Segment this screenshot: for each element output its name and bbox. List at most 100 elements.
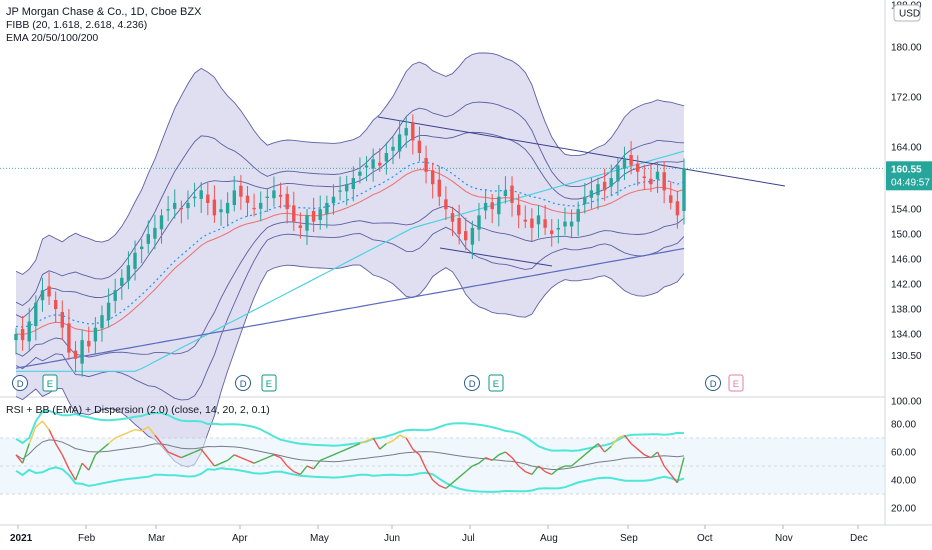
rsi-segment — [571, 459, 579, 467]
time-label: May — [310, 533, 329, 544]
rsi-segment — [88, 454, 97, 471]
fib-band-upper-2 — [15, 131, 685, 319]
candle-body — [225, 202, 230, 214]
candle-body — [371, 159, 375, 169]
rsi-segment — [478, 457, 487, 464]
price-tick-label: 164.00 — [891, 142, 922, 153]
rsi-tick-label: 80.00 — [891, 420, 916, 431]
candle-body — [464, 231, 468, 241]
rsi-segment — [491, 454, 500, 461]
rsi-segment — [485, 456, 493, 462]
rsi-segment — [617, 434, 625, 439]
time-label: Mar — [148, 533, 166, 544]
candle-body — [629, 155, 633, 166]
rsi-segment — [313, 459, 321, 470]
price-tick-label: 146.00 — [891, 255, 922, 266]
rsi-segment — [452, 476, 460, 484]
rsi-segment — [379, 443, 387, 450]
rsi-background-band — [0, 438, 885, 494]
rsi-segment — [35, 420, 43, 428]
rsi-indicator-label[interactable]: RSI + BB (EMA) + Dispersion (2.0) (close… — [6, 404, 270, 416]
candle-body — [232, 190, 236, 205]
rsi-segment — [227, 454, 235, 461]
rsi-segment — [339, 448, 347, 453]
earnings-badge — [728, 374, 744, 392]
price-tick-label: 150.00 — [891, 230, 922, 241]
rsi-segment — [319, 456, 328, 462]
rsi-segment — [366, 437, 374, 442]
rsi-segment — [55, 443, 63, 456]
candle-body — [358, 171, 362, 176]
rsi-segment — [372, 437, 381, 450]
candle-body — [589, 190, 594, 198]
candle-body — [583, 196, 587, 205]
rsi-segment — [386, 440, 394, 445]
fib-band-upper-0 — [15, 52, 685, 275]
indicator-fibb-label[interactable]: FIBB (20, 1.618, 2.618, 4.236) — [6, 19, 148, 31]
currency-box — [893, 4, 921, 22]
rsi-segment — [128, 428, 136, 434]
rsi-segment — [101, 443, 110, 450]
fib-band-lower-0 — [15, 264, 685, 468]
rsi-segment — [326, 454, 334, 459]
candle-body — [331, 196, 336, 204]
candle-body — [120, 277, 124, 286]
rsi-segment — [504, 451, 513, 459]
price-tick-label: 138.00 — [891, 304, 922, 315]
candle-body — [675, 201, 680, 216]
candle-body — [530, 218, 534, 228]
rsi-lower-band — [15, 466, 685, 493]
candle-body — [576, 209, 580, 222]
price-tick-label: 180.00 — [891, 43, 922, 54]
rsi-segment — [174, 454, 182, 459]
rsi-segment — [68, 468, 77, 481]
candle-body — [60, 312, 64, 328]
candle-body — [563, 221, 567, 227]
rsi-segment — [597, 443, 606, 453]
candle-body — [311, 210, 316, 222]
rsi-segment — [108, 437, 116, 445]
candle-body — [100, 315, 104, 329]
candle-body — [609, 178, 613, 187]
candle-body — [166, 209, 170, 211]
candle-body — [457, 218, 461, 235]
rsi-segment — [538, 465, 546, 473]
candle-body — [345, 184, 349, 192]
rsi-segment — [524, 470, 533, 476]
candle-body — [662, 172, 666, 191]
rsi-segment — [610, 437, 619, 447]
candle-body — [364, 165, 369, 168]
candle-body — [40, 290, 45, 301]
indicator-ema-label[interactable]: EMA 20/50/100/200 — [6, 32, 99, 44]
candle-body — [378, 162, 382, 166]
candle-body — [106, 302, 111, 320]
earnings-badge-label: E — [733, 379, 739, 390]
rsi-segment — [630, 443, 639, 450]
rsi-segment — [518, 465, 526, 473]
rsi-segment — [253, 459, 261, 464]
candle-body — [384, 153, 389, 162]
candle-body — [642, 176, 646, 178]
candle-body — [616, 165, 620, 182]
candle-body — [159, 215, 164, 230]
candle-body — [34, 302, 38, 326]
rsi-segment — [346, 445, 354, 450]
symbol-title[interactable]: JP Morgan Chase & Co., 1D, Cboe BZX — [6, 6, 202, 18]
candle-body — [179, 207, 183, 210]
ema100-line — [16, 150, 685, 372]
ema200-line — [15, 247, 685, 369]
rsi-upper-band — [15, 409, 685, 452]
candle-body — [497, 196, 501, 215]
rsi-segment — [134, 428, 142, 432]
earnings-badge-label: E — [47, 379, 53, 390]
rsi-segment — [267, 454, 275, 459]
ema50-line — [15, 161, 685, 328]
candle-body — [444, 199, 448, 210]
rsi-segment — [21, 443, 30, 464]
candle-body — [536, 215, 541, 225]
earnings-badge — [42, 374, 58, 392]
rsi-segment — [531, 465, 540, 475]
candle-body — [285, 193, 289, 210]
rsi-segment — [650, 451, 658, 459]
